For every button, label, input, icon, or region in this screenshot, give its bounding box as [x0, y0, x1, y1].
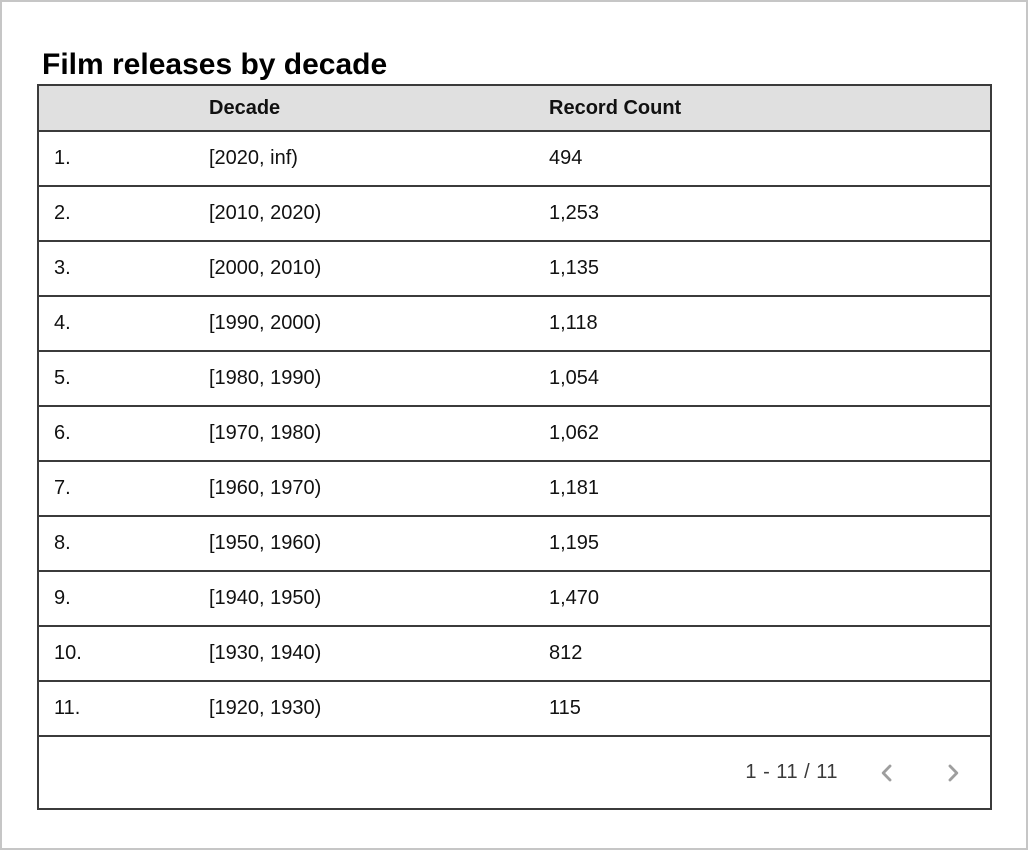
table-row: 2. [2010, 2020) 1,253 [39, 187, 990, 242]
table-row: 5. [1980, 1990) 1,054 [39, 352, 990, 407]
chevron-right-icon [940, 760, 966, 786]
table-row: 10. [1930, 1940) 812 [39, 627, 990, 682]
table-row: 1. [2020, inf) 494 [39, 132, 990, 187]
table-row: 9. [1940, 1950) 1,470 [39, 572, 990, 627]
row-index-cell: 6. [54, 422, 71, 444]
table-row: 3. [2000, 2010) 1,135 [39, 242, 990, 297]
row-decade-cell: [1930, 1940) [209, 642, 322, 664]
table-row: 7. [1960, 1970) 1,181 [39, 462, 990, 517]
row-index-cell: 11. [54, 697, 81, 719]
table-footer: 1 - 11 / 11 [39, 737, 990, 808]
row-index-cell: 9. [54, 587, 71, 609]
table-row: 11. [1920, 1930) 115 [39, 682, 990, 737]
row-index-cell: 2. [54, 202, 71, 224]
row-index-cell: 1. [54, 147, 71, 169]
row-count-cell: 1,181 [549, 477, 600, 499]
prev-page-button[interactable] [872, 758, 902, 788]
row-count-cell: 1,253 [549, 202, 600, 224]
header-record-count[interactable]: Record Count [549, 96, 682, 119]
row-decade-cell: [2010, 2020) [209, 202, 322, 224]
row-count-cell: 1,062 [549, 422, 600, 444]
row-count-cell: 1,195 [549, 532, 600, 554]
row-count-cell: 812 [549, 642, 583, 664]
next-page-button[interactable] [938, 758, 968, 788]
header-decade[interactable]: Decade [209, 96, 281, 119]
row-index-cell: 5. [54, 367, 71, 389]
row-decade-cell: [1960, 1970) [209, 477, 322, 499]
chevron-left-icon [874, 760, 900, 786]
row-index-cell: 8. [54, 532, 71, 554]
row-decade-cell: [1990, 2000) [209, 312, 322, 334]
row-decade-cell: [1950, 1960) [209, 532, 322, 554]
row-count-cell: 1,054 [549, 367, 600, 389]
row-index-cell: 4. [54, 312, 71, 334]
table-chart: Decade Record Count 1. [2020, inf) 494 2. [2… [37, 84, 992, 810]
row-decade-cell: [1940, 1950) [209, 587, 322, 609]
row-decade-cell: [2020, inf) [209, 147, 298, 169]
row-decade-cell: [1980, 1990) [209, 367, 322, 389]
row-index-cell: 10. [54, 642, 82, 664]
table-header-row: Decade Record Count [39, 86, 990, 132]
row-index-cell: 7. [54, 477, 71, 499]
table-row: 4. [1990, 2000) 1,118 [39, 297, 990, 352]
pagination-range: 1 - 11 / 11 [745, 761, 838, 783]
row-count-cell: 1,135 [549, 257, 600, 279]
row-decade-cell: [2000, 2010) [209, 257, 322, 279]
row-count-cell: 1,470 [549, 587, 600, 609]
row-count-cell: 1,118 [549, 312, 598, 334]
row-count-cell: 115 [549, 697, 581, 719]
chart-title: Film releases by decade [42, 48, 388, 82]
row-count-cell: 494 [549, 147, 583, 169]
row-decade-cell: [1970, 1980) [209, 422, 322, 444]
table-row: 8. [1950, 1960) 1,195 [39, 517, 990, 572]
row-index-cell: 3. [54, 257, 71, 279]
table-row: 6. [1970, 1980) 1,062 [39, 407, 990, 462]
table-body: 1. [2020, inf) 494 2. [2010, 2020) 1,253 3. [20… [39, 132, 990, 737]
row-decade-cell: [1920, 1930) [209, 697, 322, 719]
